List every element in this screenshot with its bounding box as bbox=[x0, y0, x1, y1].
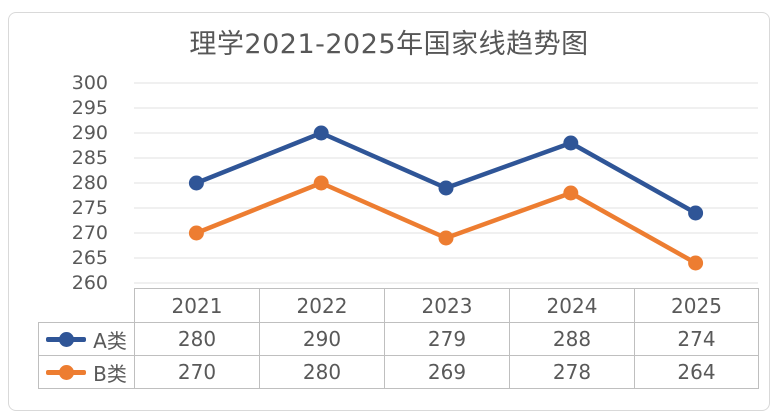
data-point-marker bbox=[563, 135, 579, 151]
data-point-marker bbox=[313, 125, 329, 141]
year-header-cell: 2024 bbox=[509, 288, 635, 323]
value-cell: 269 bbox=[384, 355, 510, 389]
y-axis-tick-label: 300 bbox=[71, 72, 108, 94]
table-corner-blank-cell bbox=[39, 289, 135, 323]
table-row: A类 280 290 279 288 274 bbox=[38, 322, 759, 356]
value-cell: 280 bbox=[134, 322, 260, 356]
data-point-marker bbox=[438, 180, 454, 196]
data-point-marker bbox=[438, 230, 454, 246]
chart-card: 理学2021-2025年国家线趋势图 300 295 290 285 280 275 270… bbox=[8, 12, 770, 411]
data-point-marker bbox=[188, 175, 204, 191]
y-axis-tick-label: 285 bbox=[71, 147, 108, 169]
data-point-marker bbox=[313, 175, 329, 191]
data-point-marker bbox=[188, 225, 204, 241]
value-cell: 270 bbox=[134, 355, 260, 389]
y-axis-tick-label: 265 bbox=[71, 247, 108, 269]
value-cell: 290 bbox=[259, 322, 385, 356]
y-axis-tick-label: 260 bbox=[71, 272, 108, 294]
data-point-marker bbox=[688, 255, 704, 271]
legend-marker-icon bbox=[46, 364, 87, 380]
value-cell: 279 bbox=[384, 322, 510, 356]
line-chart-plot bbox=[134, 82, 758, 284]
value-cell: 274 bbox=[634, 322, 759, 356]
data-point-marker bbox=[688, 205, 704, 221]
chart-title: 理学2021-2025年国家线趋势图 bbox=[189, 29, 589, 60]
data-table-body: 2021 2022 2023 2024 2025 A类 280 290 279 288 274 B类 2… bbox=[38, 288, 759, 389]
series-label: B类 bbox=[93, 361, 127, 386]
year-header-cell: 2025 bbox=[634, 288, 759, 323]
y-axis-tick-label: 270 bbox=[71, 222, 108, 244]
y-axis-tick-label: 275 bbox=[71, 197, 108, 219]
year-header-cell: 2023 bbox=[384, 288, 510, 323]
y-axis-tick-label: 295 bbox=[71, 97, 108, 119]
year-header-cell: 2022 bbox=[259, 288, 385, 323]
table-row: B类 270 280 269 278 264 bbox=[38, 355, 759, 389]
value-cell: 280 bbox=[259, 355, 385, 389]
legend-marker-icon bbox=[46, 331, 87, 347]
series-label: A类 bbox=[93, 328, 127, 353]
legend-cell: B类 bbox=[38, 355, 135, 389]
y-axis-tick-label: 280 bbox=[71, 172, 108, 194]
y-axis-tick-label: 290 bbox=[71, 122, 108, 144]
data-point-marker bbox=[563, 185, 579, 201]
value-cell: 288 bbox=[509, 322, 635, 356]
year-header-cell: 2021 bbox=[134, 288, 260, 323]
value-cell: 278 bbox=[509, 355, 635, 389]
value-cell: 264 bbox=[634, 355, 759, 389]
legend-cell: A类 bbox=[38, 322, 135, 356]
data-table: 2021 2022 2023 2024 2025 A类 280 290 279 288 274 B类 2… bbox=[38, 288, 759, 389]
